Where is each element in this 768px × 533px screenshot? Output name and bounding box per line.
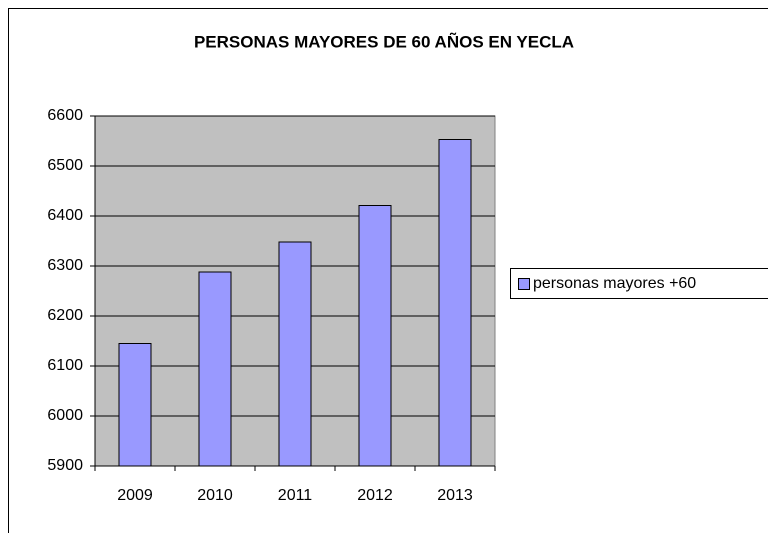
y-tick-label: 5900 (47, 457, 83, 474)
chart-title: PERSONAS MAYORES DE 60 AÑOS EN YECLA (194, 31, 574, 51)
x-tick-label: 2009 (117, 487, 153, 504)
bar (358, 205, 392, 467)
y-tick-label: 6500 (47, 157, 83, 174)
x-tick-label: 2012 (357, 487, 393, 504)
y-tick-label: 6600 (47, 107, 83, 124)
x-tick-label: 2011 (278, 487, 313, 504)
y-tick-label: 6300 (47, 257, 83, 274)
legend-label: personas mayores +60 (533, 275, 696, 292)
legend-swatch (518, 278, 530, 290)
bar (118, 343, 152, 467)
x-tick-label: 2010 (197, 487, 233, 504)
legend-box (510, 268, 768, 299)
y-tick-label: 6100 (47, 357, 83, 374)
x-tick-label: 2013 (437, 487, 473, 504)
bar (438, 139, 472, 467)
y-tick-label: 6400 (47, 207, 83, 224)
bar (198, 271, 232, 467)
y-tick-label: 6000 (47, 407, 83, 424)
y-tick-label: 6200 (47, 307, 83, 324)
bar (278, 241, 312, 467)
